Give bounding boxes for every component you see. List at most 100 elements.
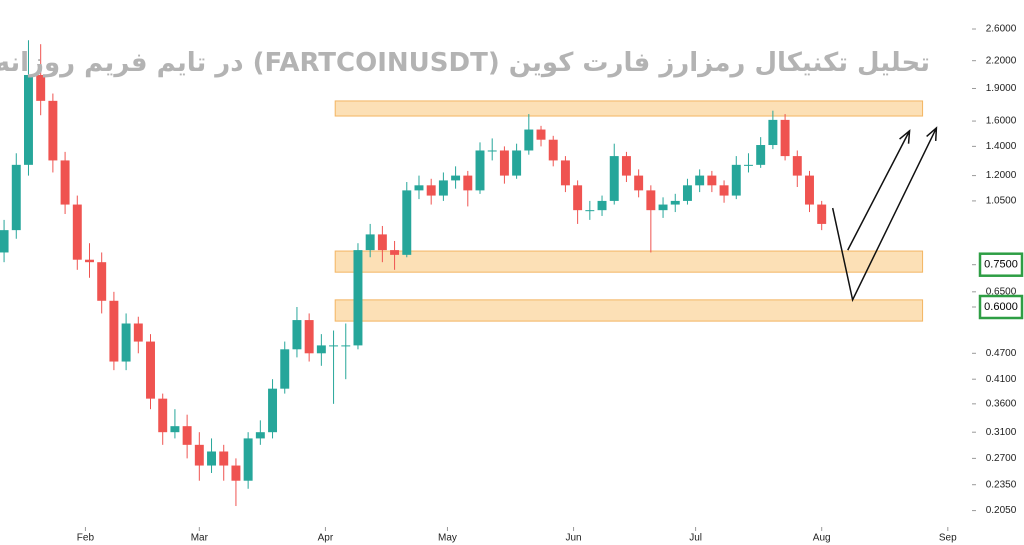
candle-body <box>756 145 766 165</box>
y-tick-label: 0.4700 <box>986 348 1017 359</box>
zone <box>334 299 924 322</box>
candle-body <box>536 129 546 140</box>
candle-body <box>219 451 229 466</box>
candle-body <box>524 129 534 151</box>
candle-body <box>146 341 155 399</box>
candle-body <box>573 185 583 211</box>
candle-body <box>255 432 265 439</box>
arrow-head <box>926 126 938 141</box>
candle-body <box>463 175 473 191</box>
candle-body <box>365 234 375 251</box>
candle-body <box>792 156 802 176</box>
candle-body <box>268 388 278 433</box>
candle-body <box>304 320 314 354</box>
zone <box>334 100 924 117</box>
arrow <box>831 127 938 303</box>
candle-body <box>719 185 729 196</box>
candle-body <box>585 210 595 212</box>
candle-body <box>292 320 302 350</box>
y-tick-highlight <box>978 252 1024 277</box>
candle-body <box>414 185 424 191</box>
x-tick-label: Feb <box>77 533 95 544</box>
y-tick-label: 2.6000 <box>986 24 1017 35</box>
candle-body <box>780 119 790 157</box>
y-tick-label: 0.2700 <box>986 453 1017 464</box>
y-tick-label: 1.6000 <box>986 116 1017 127</box>
y-tick-label: 0.6000 <box>984 301 1018 313</box>
x-tick-label: Apr <box>318 533 334 544</box>
arrow-head <box>899 129 911 144</box>
candle-body <box>133 323 143 342</box>
candle-body <box>243 438 253 481</box>
candle-body <box>377 234 387 251</box>
candle-body <box>72 204 82 260</box>
candle-body <box>805 175 814 205</box>
x-tick-label: Sep <box>939 533 957 544</box>
candle-body <box>695 175 705 186</box>
candle-body <box>744 164 753 166</box>
candle-body <box>402 190 412 255</box>
y-tick-label: 0.4100 <box>986 374 1017 385</box>
candle-body <box>707 175 717 186</box>
candle-body <box>597 200 607 211</box>
candle-body <box>768 119 778 146</box>
candle-body <box>646 190 656 211</box>
candle-body <box>670 200 680 205</box>
candle-body <box>85 259 94 263</box>
y-tick-label: 0.3600 <box>986 398 1017 409</box>
x-tick-label: May <box>438 533 457 544</box>
candle-body <box>609 156 619 201</box>
y-tick-label: 2.2000 <box>986 55 1017 66</box>
y-tick-label: 1.2000 <box>986 170 1017 181</box>
candle-body <box>194 444 204 466</box>
y-tick-label: 0.7500 <box>984 259 1018 271</box>
candle-body <box>109 300 119 362</box>
candle-body <box>280 349 290 389</box>
candle-body <box>548 139 558 161</box>
zone <box>334 250 924 273</box>
candle-body <box>231 465 241 481</box>
y-tick-label: 0.3100 <box>986 427 1017 438</box>
chart-title: تحلیل تکنیکال رمزارز فارت کوین (FARTCOIN… <box>0 48 930 78</box>
y-tick-highlight <box>978 294 1024 320</box>
candle-body <box>634 175 644 191</box>
candle-body <box>512 150 522 176</box>
candle-body <box>11 164 21 231</box>
candle-body <box>731 164 741 196</box>
candle-body <box>48 100 58 161</box>
candle-body <box>36 74 46 101</box>
candle-body <box>329 345 339 347</box>
candle-body <box>390 250 400 255</box>
candle-body <box>499 150 509 176</box>
y-tick-label: 1.4000 <box>986 141 1017 152</box>
candle-body <box>182 426 192 445</box>
candle-body <box>207 451 216 466</box>
candle-body <box>560 160 570 186</box>
y-tick-label: 1.9000 <box>986 83 1017 94</box>
y-tick-label: 0.2050 <box>986 505 1017 516</box>
candle-body <box>487 150 497 152</box>
candle-body <box>353 250 363 346</box>
candle-body <box>426 185 436 196</box>
arrow <box>847 130 911 251</box>
candle-body <box>170 426 180 433</box>
candle-body <box>121 323 131 362</box>
candle-body <box>658 204 668 211</box>
candle-body <box>682 185 692 201</box>
candle-body <box>341 345 351 347</box>
candle-body <box>451 175 461 181</box>
candle-body <box>316 345 326 354</box>
candle-body <box>158 398 168 433</box>
candle-body <box>438 180 448 196</box>
candle-body <box>621 156 631 176</box>
candle-body <box>817 204 827 224</box>
x-tick-label: Jun <box>565 533 581 544</box>
y-tick-label: 1.0500 <box>986 196 1017 207</box>
y-tick-label: 0.6500 <box>986 286 1017 297</box>
x-tick-label: Jul <box>689 533 702 544</box>
candle-body <box>0 230 9 253</box>
candle-body <box>97 262 107 301</box>
candle-body <box>60 160 70 205</box>
